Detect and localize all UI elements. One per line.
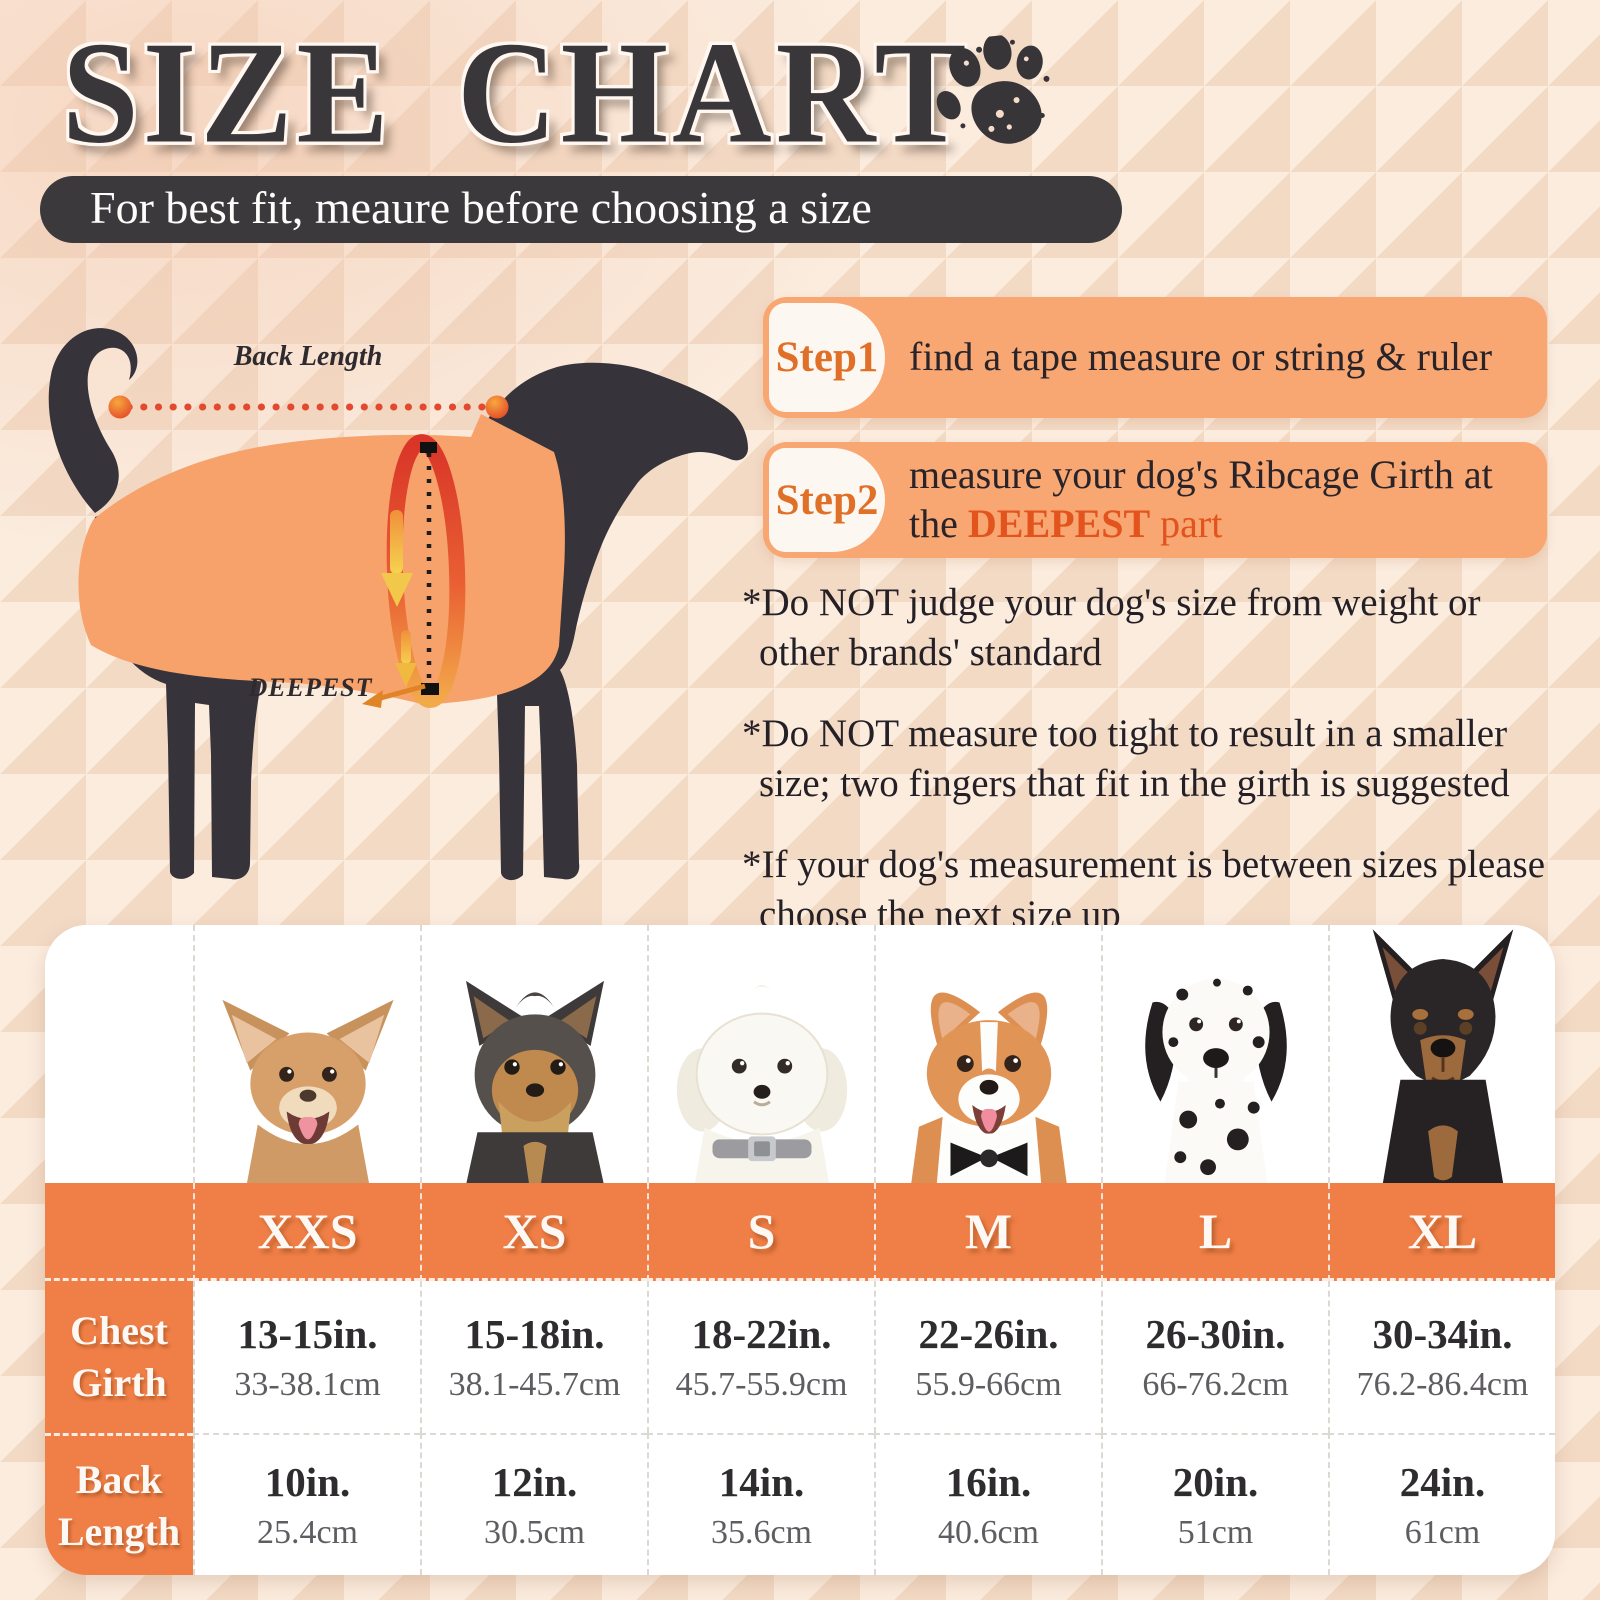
back-length-xxs: 10in. 25.4cm: [193, 1433, 420, 1575]
step-1-label: Step1: [775, 334, 879, 381]
row-header-back-length: Back Length: [45, 1433, 193, 1575]
row-header-chest-girth: Chest Girth: [45, 1281, 193, 1433]
deepest-arrow-line: [376, 683, 426, 702]
note-2: *Do NOT measure too tight to result in a…: [742, 711, 1510, 805]
step-1-text: find a tape measure or string & ruler: [909, 334, 1493, 380]
step-2-label: Step2: [775, 476, 879, 524]
size-header-s: S: [647, 1183, 874, 1281]
page-title: SIZE CHART: [62, 11, 971, 174]
size-header-xs: XS: [420, 1183, 647, 1281]
back-length-xs: 12in. 30.5cm: [420, 1433, 647, 1575]
back-length-l: 20in. 51cm: [1101, 1433, 1328, 1575]
dalmatian-photo: [1101, 925, 1328, 1183]
step-2-badge: Step2: [769, 448, 885, 552]
chihuahua-photo: [193, 925, 420, 1183]
back-length-m: 16in. 40.6cm: [874, 1433, 1101, 1575]
maltese-photo: [647, 925, 874, 1183]
measuring-diagram: Back Length DEEPEST: [25, 285, 765, 910]
yorkie-photo: [420, 925, 647, 1183]
deepest-highlight: DEEPEST: [967, 501, 1151, 546]
doberman-photo: [1328, 925, 1555, 1183]
back-length-dot-right: [485, 395, 509, 419]
depth-handle-top: [420, 442, 437, 453]
deepest-label: DEEPEST: [248, 673, 373, 702]
banner: For best fit, meaure before choosing a s…: [40, 176, 1122, 243]
notes: *Do NOT judge your dog's size from weigh…: [742, 578, 1560, 970]
step-1-badge: Step1: [769, 303, 885, 412]
step-1-card: Step1 find a tape measure or string & ru…: [763, 297, 1547, 418]
girth-arrow-down: [381, 573, 413, 607]
size-header-l: L: [1101, 1183, 1328, 1281]
dog-tail: [48, 328, 138, 513]
chest-girth-m: 22-26in. 55.9-66cm: [874, 1281, 1101, 1433]
depth-handle-bottom: [421, 683, 439, 695]
chest-girth-xl: 30-34in. 76.2-86.4cm: [1328, 1281, 1555, 1433]
chest-girth-l: 26-30in. 66-76.2cm: [1101, 1281, 1328, 1433]
dog-measurement-illustration: [48, 328, 749, 881]
back-length-dot-left: [108, 395, 132, 419]
chest-girth-xs: 15-18in. 38.1-45.7cm: [420, 1281, 647, 1433]
note-1: *Do NOT judge your dog's size from weigh…: [742, 581, 1481, 674]
photo-cell-blank: [45, 925, 193, 1183]
steps: Step1 find a tape measure or string & ru…: [763, 297, 1547, 558]
dog-coat: [78, 414, 565, 705]
deepest-arrow-head: [362, 690, 383, 708]
size-header-blank: [45, 1183, 193, 1281]
girth-arrow-tail: [390, 510, 403, 574]
back-length-xl: 24in. 61cm: [1328, 1433, 1555, 1575]
step-2-card: Step2 measure your dog's Ribcage Girth a…: [763, 442, 1547, 558]
back-length-s: 14in. 35.6cm: [647, 1433, 874, 1575]
step-2-text: measure your dog's Ribcage Girth at the …: [909, 452, 1493, 546]
size-header-xxs: XXS: [193, 1183, 420, 1281]
corgi-photo: [874, 925, 1101, 1183]
chest-girth-s: 18-22in. 45.7-55.9cm: [647, 1281, 874, 1433]
chest-girth-xxs: 13-15in. 33-38.1cm: [193, 1281, 420, 1433]
back-length-label: Back Length: [233, 341, 383, 372]
size-table: XXS XS S M L XL Chest Girth 13-15in. 33-3…: [45, 925, 1555, 1575]
size-header-xl: XL: [1328, 1183, 1555, 1281]
paw-print-icon: [936, 33, 1050, 144]
size-header-m: M: [874, 1183, 1101, 1281]
